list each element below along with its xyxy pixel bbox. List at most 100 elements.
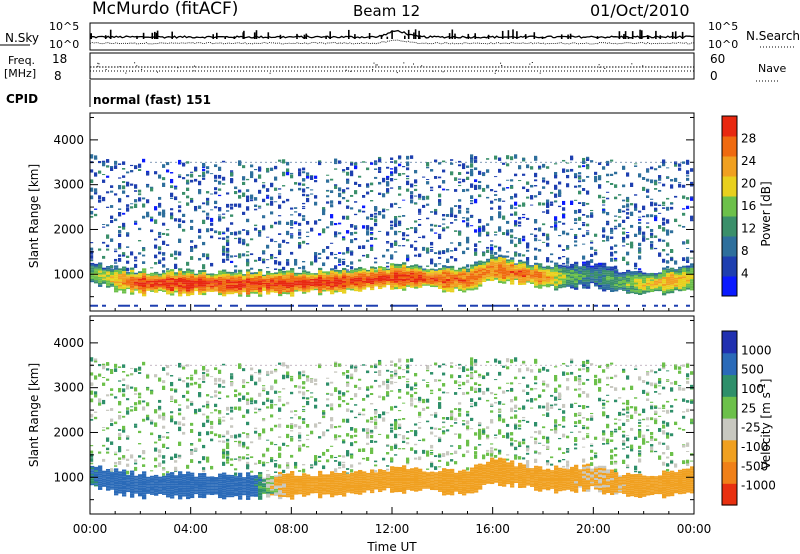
power-cell	[326, 286, 331, 289]
power-cell	[106, 284, 111, 286]
power-cell	[146, 288, 151, 290]
velocity-scatter	[230, 458, 234, 461]
velocity-cell	[182, 492, 187, 495]
velocity-scatter	[306, 397, 310, 399]
velocity-scatter	[298, 432, 302, 434]
power-cell	[534, 262, 539, 265]
power-cell	[142, 277, 147, 280]
power-cell	[614, 285, 619, 288]
power-scatter	[490, 219, 494, 221]
velocity-scatter	[246, 434, 250, 439]
velocity-scatter	[310, 430, 314, 434]
velocity-cell	[282, 487, 287, 490]
power-cell	[634, 284, 639, 287]
power-scatter	[298, 229, 302, 231]
power-cell	[246, 290, 251, 293]
velocity-cell	[254, 493, 259, 495]
power-cell	[266, 292, 271, 295]
power-cell	[638, 276, 643, 279]
power-cell	[186, 284, 191, 287]
power-cell	[246, 273, 251, 277]
power-cell	[538, 280, 543, 283]
power-scatter	[578, 184, 582, 188]
velocity-scatter	[130, 367, 134, 370]
velocity-cell	[102, 473, 107, 475]
power-scatter	[346, 187, 350, 190]
power-cell	[130, 269, 135, 273]
power-cell	[234, 284, 239, 287]
power-cell	[510, 268, 515, 271]
velocity-scatter	[294, 385, 298, 388]
power-scatter	[266, 194, 270, 197]
velocity-scatter	[210, 420, 214, 425]
power-scatter	[278, 159, 282, 162]
power-near-range	[274, 304, 278, 307]
power-scatter	[514, 243, 518, 248]
power-cell	[458, 269, 463, 272]
power-cell	[318, 292, 323, 296]
power-cell	[574, 275, 579, 279]
power-scatter	[390, 220, 394, 224]
power-cell	[322, 278, 327, 280]
power-scatter	[510, 184, 514, 187]
power-cell	[406, 283, 411, 286]
power-cell	[658, 272, 663, 274]
power-cell	[498, 257, 503, 260]
power-scatter	[286, 242, 290, 244]
velocity-cell	[222, 479, 227, 482]
power-scatter	[602, 210, 606, 214]
power-cell	[530, 276, 535, 278]
power-cell	[114, 283, 119, 286]
power-scatter	[618, 223, 622, 228]
power-cell	[498, 273, 503, 276]
velocity-cell	[246, 497, 251, 500]
power-scatter	[322, 248, 326, 253]
power-cell	[634, 272, 639, 275]
power-cell	[370, 280, 375, 283]
power-cell	[266, 286, 271, 289]
velocity-cell	[226, 476, 231, 479]
power-cell	[170, 273, 175, 276]
velocity-scatter	[254, 462, 258, 465]
power-cell	[238, 271, 243, 275]
power-cell	[226, 271, 231, 274]
velocity-cell	[298, 477, 303, 479]
power-scatter	[474, 184, 478, 189]
power-cell	[130, 274, 135, 277]
power-scatter	[650, 228, 654, 232]
power-cell	[302, 287, 307, 290]
power-cell	[286, 290, 291, 293]
velocity-cell	[182, 487, 187, 490]
velocity-cell	[298, 489, 303, 492]
power-scatter	[582, 222, 586, 224]
power-cell	[610, 287, 615, 290]
power-cell	[382, 273, 387, 276]
power-cell	[186, 282, 191, 285]
velocity-scatter	[298, 434, 302, 439]
velocity-cell	[314, 486, 319, 488]
power-scatter	[174, 263, 178, 269]
power-scatter	[374, 212, 378, 215]
power-cell	[210, 274, 215, 277]
power-scatter	[690, 215, 694, 220]
power-scatter	[398, 231, 402, 233]
velocity-cell	[222, 477, 227, 480]
power-cell	[582, 281, 587, 285]
power-scatter	[422, 204, 426, 208]
velocity-cell	[146, 486, 151, 489]
power-scatter	[362, 210, 366, 213]
power-cell	[566, 274, 571, 277]
power-cell	[486, 273, 491, 276]
power-scatter	[434, 224, 438, 227]
power-scatter	[646, 188, 650, 193]
power-cell	[610, 285, 615, 288]
power-scatter	[578, 216, 582, 221]
velocity-cell	[146, 489, 151, 492]
power-cell	[330, 285, 335, 288]
power-scatter	[142, 261, 146, 264]
power-cell	[458, 277, 463, 280]
power-scatter	[138, 163, 142, 167]
power-cell	[602, 272, 607, 275]
power-cell	[542, 266, 547, 269]
